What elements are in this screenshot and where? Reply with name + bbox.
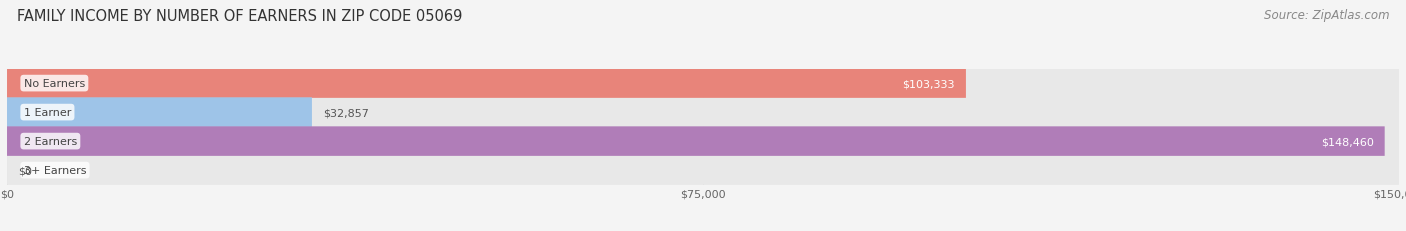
Text: 1 Earner: 1 Earner <box>24 108 72 118</box>
Text: No Earners: No Earners <box>24 79 84 89</box>
Text: $103,333: $103,333 <box>903 79 955 89</box>
Text: 3+ Earners: 3+ Earners <box>24 165 86 175</box>
FancyBboxPatch shape <box>7 127 1385 156</box>
Text: $0: $0 <box>18 165 32 175</box>
Text: Source: ZipAtlas.com: Source: ZipAtlas.com <box>1264 9 1389 22</box>
FancyBboxPatch shape <box>7 69 966 98</box>
Text: 2 Earners: 2 Earners <box>24 137 77 146</box>
FancyBboxPatch shape <box>7 98 312 127</box>
FancyBboxPatch shape <box>7 127 1399 156</box>
FancyBboxPatch shape <box>7 98 1399 127</box>
FancyBboxPatch shape <box>7 69 1399 98</box>
FancyBboxPatch shape <box>7 156 1399 185</box>
Text: FAMILY INCOME BY NUMBER OF EARNERS IN ZIP CODE 05069: FAMILY INCOME BY NUMBER OF EARNERS IN ZI… <box>17 9 463 24</box>
Text: $32,857: $32,857 <box>323 108 368 118</box>
Text: $148,460: $148,460 <box>1320 137 1374 146</box>
